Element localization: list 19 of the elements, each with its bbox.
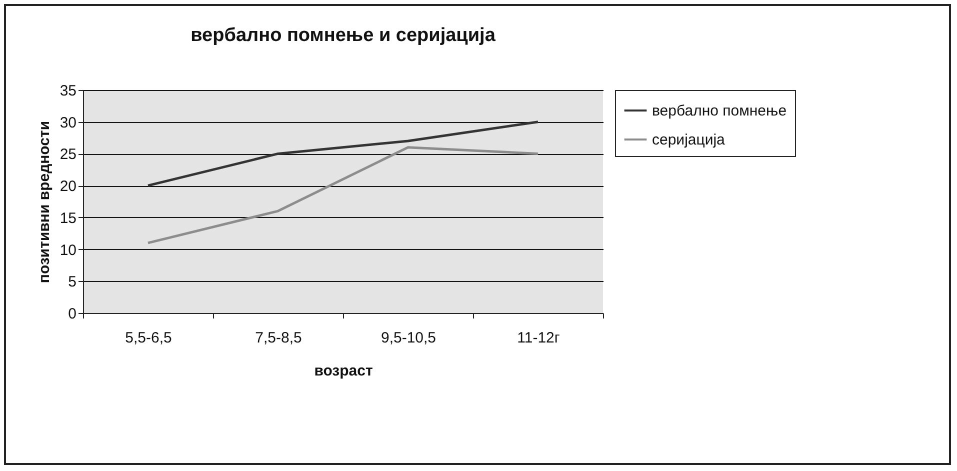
chart-title: вербално помнење и серијација: [190, 25, 496, 46]
y-tick-label: 30: [60, 114, 76, 132]
x-tick-label: 9,5-10,5: [380, 330, 436, 346]
x-tick-label: 7,5-8,5: [255, 330, 302, 346]
x-tick-label: 11-12г: [517, 330, 560, 346]
line-series: [146, 120, 540, 187]
y-tick-label: 10: [60, 242, 76, 259]
y-tick-label: 15: [60, 210, 76, 227]
y-tick-label: 20: [60, 178, 76, 196]
y-axis-title: позитивни вредности: [36, 120, 53, 284]
legend-label: серијација: [652, 132, 726, 148]
line-series: [146, 146, 540, 244]
x-tick-label: 5,5-6,5: [125, 330, 172, 346]
legend-label: вербално помнење: [652, 102, 787, 120]
x-axis-title: возраст: [314, 362, 373, 380]
y-tick-label: 35: [60, 82, 76, 100]
y-tick-label: 0: [68, 306, 76, 322]
y-tick-label: 25: [60, 146, 76, 164]
y-tick-label: 5: [68, 274, 76, 291]
